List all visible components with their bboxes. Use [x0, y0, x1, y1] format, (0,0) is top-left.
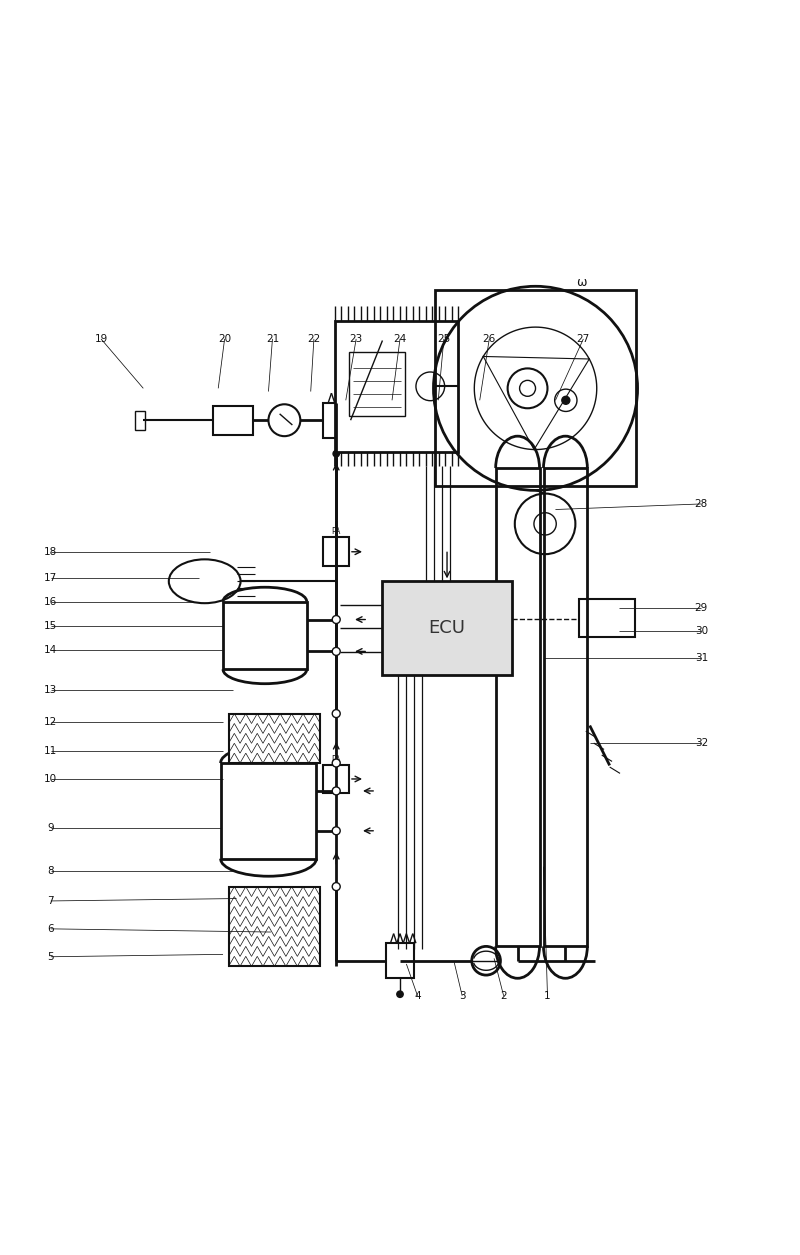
Text: 24: 24: [394, 334, 406, 344]
Bar: [229, 886, 320, 966]
Text: 5: 5: [47, 951, 54, 961]
Text: 17: 17: [44, 574, 58, 584]
Circle shape: [332, 615, 340, 624]
Text: 4: 4: [414, 990, 421, 1000]
Text: 6: 6: [47, 924, 54, 934]
Bar: [349, 353, 405, 417]
Text: 32: 32: [694, 738, 708, 748]
Text: 8: 8: [47, 866, 54, 876]
Text: 22: 22: [307, 334, 321, 344]
Bar: [323, 537, 349, 566]
Bar: [221, 763, 316, 858]
Bar: [543, 468, 587, 946]
Circle shape: [332, 882, 340, 891]
Text: 27: 27: [577, 334, 590, 344]
Text: 31: 31: [694, 653, 708, 663]
Text: 10: 10: [44, 774, 58, 784]
Text: 2: 2: [500, 990, 507, 1000]
Circle shape: [562, 397, 570, 404]
Bar: [135, 410, 145, 429]
Text: 28: 28: [694, 499, 708, 510]
Text: 30: 30: [694, 626, 708, 636]
Text: 15: 15: [44, 621, 58, 631]
Text: 9: 9: [47, 823, 54, 833]
Circle shape: [332, 709, 340, 718]
Bar: [229, 714, 320, 763]
Text: 23: 23: [350, 334, 362, 344]
Text: 12: 12: [44, 717, 58, 727]
Bar: [496, 468, 539, 946]
Text: 16: 16: [44, 597, 58, 607]
Circle shape: [332, 787, 340, 794]
Bar: [386, 944, 414, 979]
Text: 18: 18: [44, 547, 58, 557]
Text: 7: 7: [47, 896, 54, 906]
Text: PA: PA: [331, 754, 341, 763]
Text: 26: 26: [482, 334, 496, 344]
Bar: [334, 320, 458, 452]
Text: 25: 25: [438, 334, 450, 344]
Text: 19: 19: [94, 334, 108, 344]
Text: 3: 3: [459, 990, 466, 1000]
Bar: [223, 601, 306, 669]
Circle shape: [332, 648, 340, 655]
Text: ω: ω: [577, 276, 587, 289]
Text: 14: 14: [44, 645, 58, 655]
Text: 11: 11: [44, 745, 58, 756]
Text: 20: 20: [218, 334, 231, 344]
Text: 1: 1: [544, 990, 550, 1000]
Circle shape: [333, 451, 339, 457]
Bar: [323, 764, 349, 793]
Bar: [435, 290, 636, 487]
Circle shape: [397, 991, 403, 998]
Text: ECU: ECU: [429, 619, 466, 638]
Text: 29: 29: [694, 602, 708, 612]
Circle shape: [332, 827, 340, 835]
Text: PA: PA: [331, 527, 341, 536]
Text: 21: 21: [266, 334, 279, 344]
Text: 13: 13: [44, 685, 58, 695]
Bar: [579, 599, 635, 638]
Bar: [382, 581, 512, 675]
Bar: [213, 405, 253, 434]
Bar: [323, 403, 349, 438]
Circle shape: [332, 759, 340, 767]
